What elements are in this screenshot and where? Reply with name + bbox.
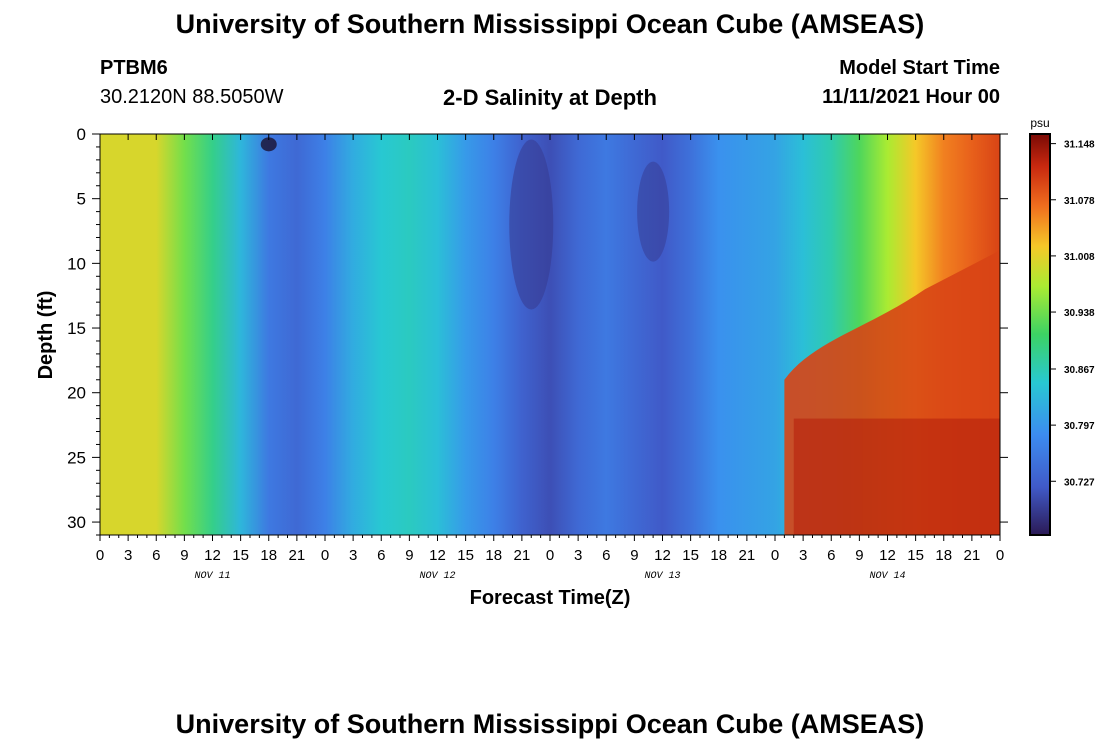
x-tick-label: 15 [457,547,474,564]
colorbar-ticks: 31.148 31.078 31.008 30.938 30.867 30.797 30.7… [1050,140,1095,488]
x-tick-label: 6 [377,547,385,564]
station-coordinates: 30.2120N 88.5050W [100,86,284,108]
colorbar: psu 31.148 31.078 31.008 30.938 30.867 30.797… [1029,116,1095,536]
x-tick-label: 9 [630,547,638,564]
x-tick-label: 12 [204,547,221,564]
day-label: NOV 12 [419,571,455,582]
x-tick-label: 18 [710,547,727,564]
colorbar-tick-label: 31.148 [1064,140,1095,151]
x-tick-label: 0 [321,547,329,564]
x-axis-label: Forecast Time(Z) [470,587,631,609]
x-tick-label: 21 [289,547,306,564]
x-tick-label: 12 [879,547,896,564]
y-axis-label: Depth (ft) [35,291,57,380]
x-tick-label: 3 [124,547,132,564]
x-tick-label: 18 [485,547,502,564]
y-tick-label: 15 [67,319,86,338]
colorbar-tick-label: 31.008 [1064,252,1095,263]
x-tick-label: 21 [739,547,756,564]
x-tick-label: 6 [602,547,610,564]
x-tick-label: 6 [827,547,835,564]
x-tick-label: 21 [964,547,981,564]
x-tick-label: 9 [180,547,188,564]
surface-low-salinity-spot [260,137,277,152]
x-tick-label: 15 [907,547,924,564]
deep-high-salinity-band [793,418,1000,535]
x-axis: 0 3 6 9 12 15 18 21 0 3 6 9 12 15 18 21 0 3 6 9 12 15 18 21 0 3 6 9… [96,134,1004,564]
y-tick-label: 20 [67,384,86,403]
colorbar-unit: psu [1030,116,1049,130]
x-tick-label: 21 [514,547,531,564]
day-label: NOV 13 [644,571,680,582]
x-tick-label: 0 [96,547,104,564]
day-label: NOV 14 [869,571,905,582]
low-salinity-core-1 [509,139,554,310]
x-tick-label: 0 [771,547,779,564]
x-tick-label: 3 [574,547,582,564]
x-tick-label: 12 [654,547,671,564]
x-tick-label: 0 [996,547,1004,564]
x-tick-label: 18 [935,547,952,564]
chart-title: University of Southern Mississippi Ocean… [175,9,925,39]
x-tick-label: 12 [429,547,446,564]
x-tick-label: 3 [799,547,807,564]
day-label: NOV 11 [194,571,230,582]
x-tick-label: 9 [405,547,413,564]
y-tick-label: 0 [77,125,86,144]
colorbar-ramp [1029,133,1051,536]
colorbar-tick-label: 30.797 [1064,421,1095,432]
low-salinity-core-2 [637,161,670,262]
heatmap-overlays [260,137,1000,535]
y-tick-label: 10 [67,254,86,273]
colorbar-tick-label: 31.078 [1064,196,1095,207]
chart-heading: 2-D Salinity at Depth [443,85,657,110]
day-labels: NOV 11 NOV 12 NOV 13 NOV 14 [194,571,905,582]
x-tick-label: 6 [152,547,160,564]
station-id: PTBM6 [100,57,168,79]
model-start-label: Model Start Time [839,57,1000,79]
x-tick-label: 0 [546,547,554,564]
colorbar-tick-label: 30.938 [1064,308,1095,319]
x-tick-label: 18 [260,547,277,564]
y-tick-label: 30 [67,513,86,532]
x-tick-label: 15 [682,547,699,564]
y-axis: 0 5 10 15 20 25 30 [67,125,1008,536]
x-tick-label: 3 [349,547,357,564]
colorbar-tick-label: 30.727 [1064,477,1095,488]
model-start-value: 11/11/2021 Hour 00 [822,86,1000,108]
footer-title: University of Southern Mississippi Ocean… [175,709,925,739]
y-tick-label: 25 [67,448,86,467]
x-tick-label: 15 [232,547,249,564]
y-tick-label: 5 [77,190,86,209]
colorbar-tick-label: 30.867 [1064,365,1095,376]
x-tick-label: 9 [855,547,863,564]
